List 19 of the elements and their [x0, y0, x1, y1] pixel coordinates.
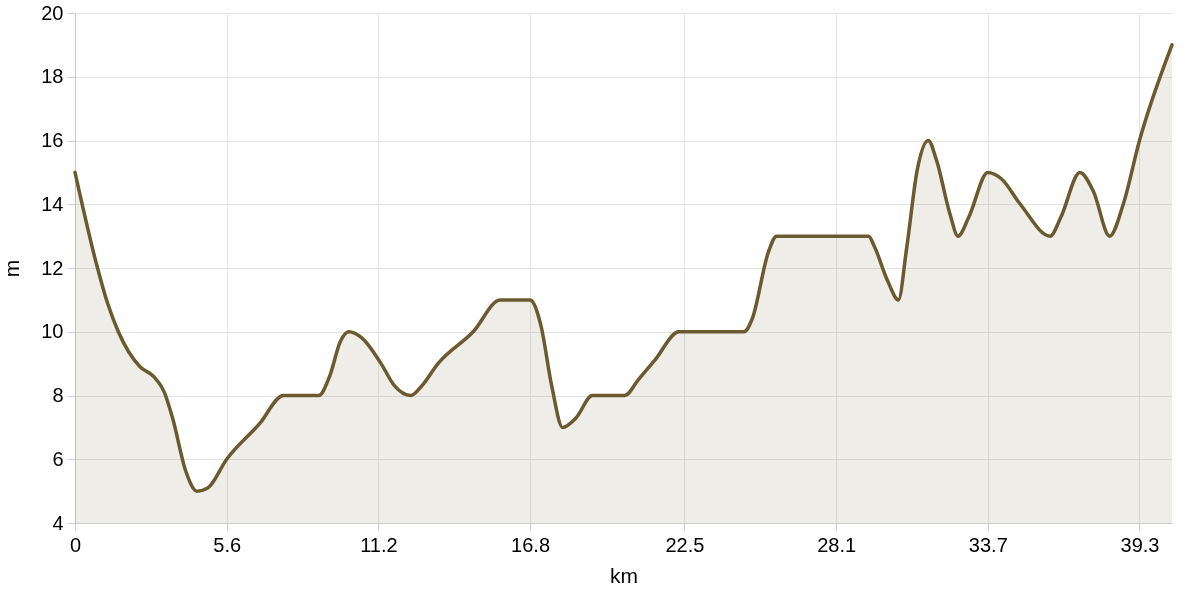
x-tick-label: 5.6	[213, 533, 242, 556]
x-tick-label: 33.7	[968, 533, 1008, 556]
x-tick-label: 16.8	[511, 533, 551, 556]
x-axis-title: km	[610, 563, 638, 587]
x-tick-label: 28.1	[817, 533, 857, 556]
y-tick-label: 12	[41, 256, 64, 279]
y-tick-label: 14	[41, 192, 64, 215]
y-tick-label: 4	[52, 511, 64, 534]
y-tick-label: 20	[41, 1, 64, 24]
x-tick-label: 22.5	[665, 533, 705, 556]
y-tick-label: 18	[41, 65, 64, 88]
y-tick-label: 10	[41, 320, 64, 343]
x-tick-label: 39.3	[1120, 533, 1160, 556]
x-tick-label: 11.2	[360, 533, 398, 556]
x-tick-label: 0	[69, 533, 82, 556]
y-tick-label: 6	[52, 447, 64, 470]
y-tick-label: 8	[52, 384, 64, 406]
y-tick-label: 16	[41, 129, 64, 151]
y-axis-title: m	[0, 259, 24, 278]
